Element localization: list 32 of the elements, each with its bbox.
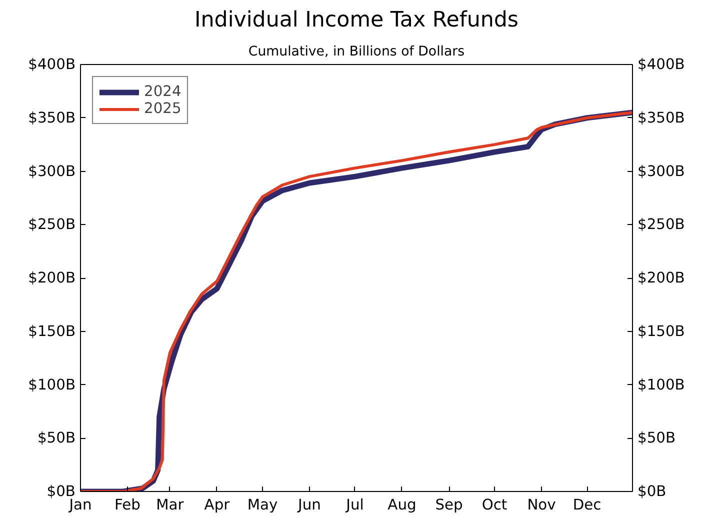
- y2-tick-label: $0B: [638, 483, 666, 500]
- y2-tick-label: $150B: [638, 322, 685, 340]
- y2-tick-label: $400B: [638, 56, 685, 73]
- y-tick-label: $150B: [28, 322, 76, 340]
- legend-label: 2025: [144, 100, 182, 117]
- y-tick-label: $100B: [28, 376, 76, 394]
- x-tick-label: May: [247, 496, 278, 514]
- x-tick-label: Jun: [297, 496, 321, 514]
- y2-tick-label: $250B: [638, 216, 685, 234]
- y-tick-label: $350B: [28, 109, 76, 126]
- y2-tick-label: $200B: [638, 270, 685, 286]
- x-tick-label: Mar: [156, 496, 185, 514]
- x-tick-label: Sep: [435, 496, 463, 514]
- y2-tick-label: $50B: [638, 430, 676, 447]
- x-tick-label: Apr: [204, 496, 231, 514]
- y2-tick-label: $350B: [638, 109, 685, 126]
- y-tick-label: $400B: [28, 56, 76, 73]
- y2-tick-label: $100B: [638, 376, 685, 394]
- x-tick-label: Feb: [114, 496, 140, 514]
- y-tick-label: $200B: [28, 270, 76, 286]
- chart-subtitle: Cumulative, in Billions of Dollars: [248, 44, 465, 60]
- y-tick-label: $250B: [28, 216, 76, 234]
- x-tick-label: Oct: [482, 496, 508, 514]
- y-tick-label: $300B: [28, 162, 76, 180]
- x-tick-label: Aug: [388, 496, 416, 514]
- y-tick-label: $50B: [37, 430, 76, 447]
- legend-label: 2024: [144, 83, 182, 100]
- x-tick-label: Jul: [345, 496, 364, 514]
- x-tick-label: Dec: [572, 496, 602, 514]
- y2-tick-label: $300B: [638, 162, 685, 180]
- chart-title: Individual Income Tax Refunds: [194, 8, 519, 32]
- x-tick-label: Nov: [527, 496, 556, 514]
